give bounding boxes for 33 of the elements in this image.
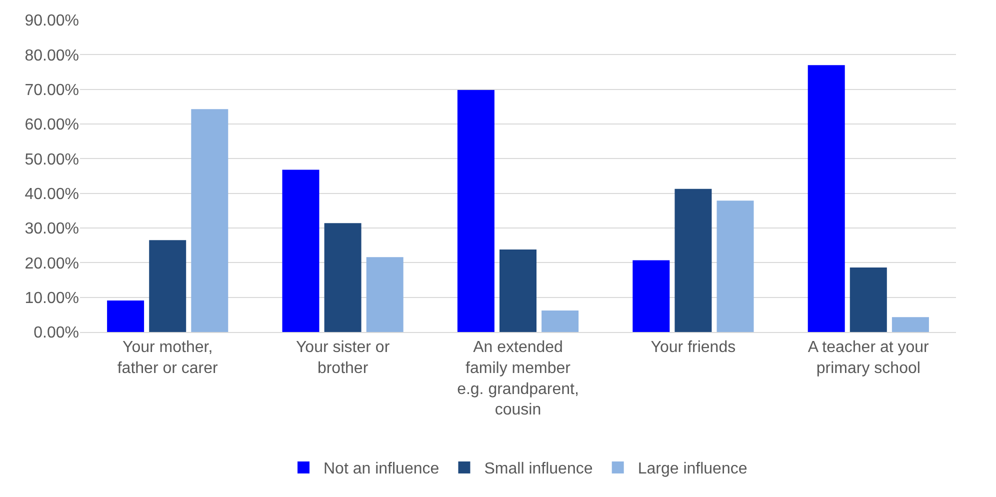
bar (850, 268, 887, 332)
y-tick-label: 40.00% (24, 186, 79, 203)
y-tick-label: 80.00% (24, 47, 79, 64)
bar (149, 240, 186, 332)
x-tick-label: Your mother, father or carer (117, 339, 219, 377)
bar (191, 109, 228, 332)
y-tick-label: 20.00% (24, 255, 79, 272)
bar (542, 310, 579, 332)
x-tick-label: A teacher at your primary school (808, 339, 930, 377)
bar (674, 188, 712, 332)
y-tick-label: 0.00% (34, 324, 79, 342)
y-tick-label: 30.00% (24, 220, 79, 238)
bar (632, 260, 670, 332)
y-tick-label: 10.00% (24, 290, 79, 307)
bar (324, 223, 362, 332)
y-tick-label: 70.00% (24, 82, 79, 99)
bar (716, 200, 754, 332)
bar (282, 170, 320, 332)
bar (500, 249, 536, 332)
x-tick-label: Your friends (650, 339, 736, 356)
x-tick-label: Your sister or brother (296, 339, 390, 377)
legend-label: Not an influence (324, 460, 440, 478)
bar (892, 317, 929, 332)
bar (808, 65, 845, 332)
y-tick-label: 90.00% (24, 12, 79, 30)
legend-label: Large influence (638, 460, 748, 478)
bar (457, 90, 494, 332)
legend-label: Small influence (484, 460, 593, 478)
y-tick-label: 60.00% (24, 116, 79, 134)
y-tick-label: 50.00% (24, 151, 79, 168)
bar (366, 257, 404, 332)
bar (107, 300, 144, 332)
x-tick-label: An extended family member e.g. grandparent, cousin (457, 339, 579, 419)
